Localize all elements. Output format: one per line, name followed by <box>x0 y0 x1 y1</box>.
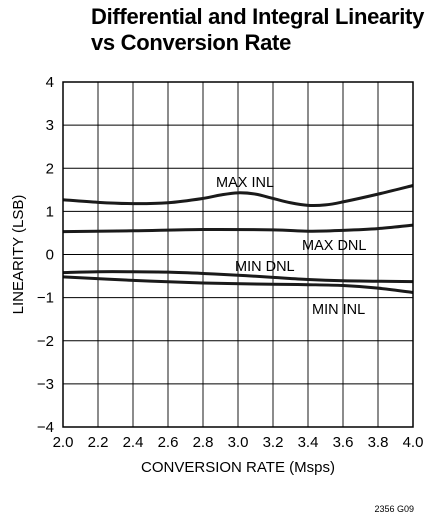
x-tick-label: 2.4 <box>123 434 144 451</box>
annotation-max-dnl: MAX DNL <box>302 238 366 254</box>
series-line-min-dnl <box>62 270 414 284</box>
x-tick-label: 3.2 <box>263 434 284 451</box>
series-line-max-inl <box>62 184 414 208</box>
x-tick-label: 3.6 <box>333 434 354 451</box>
annotation-min-dnl: MIN DNL <box>235 259 295 275</box>
x-axis-label: CONVERSION RATE (Msps) <box>141 459 335 476</box>
x-tick-label: 3.0 <box>228 434 249 451</box>
chart-title-line-2: vs Conversion Rate <box>91 30 292 55</box>
chart-title-line-1: Differential and Integral Linearity <box>91 4 425 29</box>
chart-title: Differential and Integral Linearity vs C… <box>91 4 424 56</box>
series-line-max-dnl <box>62 223 414 234</box>
y-tick-label: 0 <box>46 247 54 264</box>
grid-lines <box>63 82 413 427</box>
y-tick-label: 3 <box>46 117 54 134</box>
y-tick-label: −2 <box>37 333 54 350</box>
series-line-min-inl <box>62 275 414 294</box>
y-tick-label: 1 <box>46 203 54 220</box>
y-tick-label: 2 <box>46 160 54 177</box>
series-lines <box>62 184 414 294</box>
annotation-max-inl: MAX INL <box>216 175 274 191</box>
y-tick-labels: −4 −3 −2 −1 0 1 2 3 4 <box>37 74 54 436</box>
x-tick-label: 3.8 <box>368 434 389 451</box>
x-tick-label: 2.8 <box>193 434 214 451</box>
figure-code: 2356 G09 <box>374 504 414 514</box>
plot-frame <box>62 81 414 428</box>
x-tick-label: 4.0 <box>403 434 424 451</box>
y-axis-label: LINEARITY (LSB) <box>10 195 27 315</box>
y-tick-label: 4 <box>46 74 54 91</box>
annotation-min-inl: MIN INL <box>312 302 365 318</box>
x-tick-label: 3.4 <box>298 434 319 451</box>
x-tick-labels: 2.0 2.2 2.4 2.6 2.8 3.0 3.2 3.4 3.6 3.8 4.0 <box>53 434 424 451</box>
series-annotations: MAX INL MAX DNL MIN DNL MIN INL <box>216 175 366 318</box>
y-tick-label: −4 <box>37 419 54 436</box>
y-tick-label: −3 <box>37 376 54 393</box>
x-tick-label: 2.2 <box>88 434 109 451</box>
x-tick-label: 2.0 <box>53 434 74 451</box>
x-tick-label: 2.6 <box>158 434 179 451</box>
y-tick-label: −1 <box>37 290 54 307</box>
